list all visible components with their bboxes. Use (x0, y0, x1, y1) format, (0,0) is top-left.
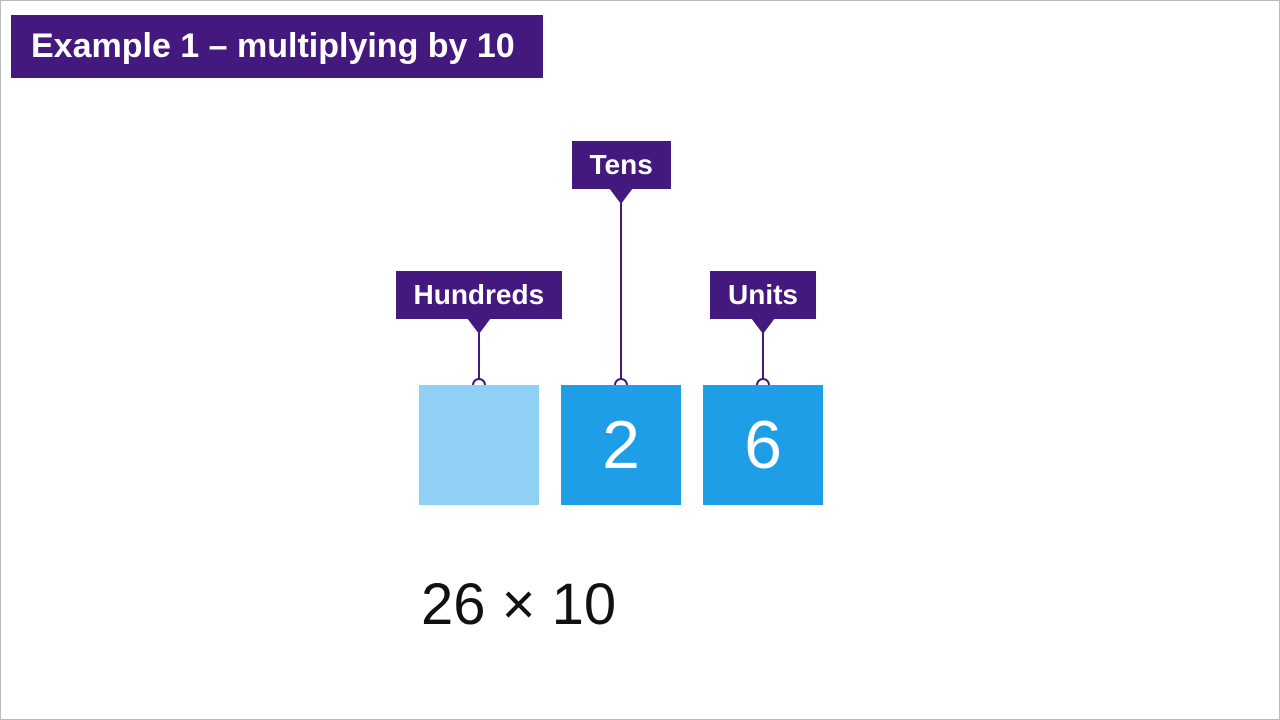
digit-box-hundreds (419, 385, 539, 505)
digit-units: 6 (744, 406, 782, 484)
title-bar: Example 1 – multiplying by 10 (11, 15, 543, 78)
pointer-tens (609, 188, 633, 204)
label-hundreds: Hundreds (396, 271, 563, 319)
label-units-text: Units (728, 279, 798, 310)
label-tens: Tens (572, 141, 671, 189)
digit-box-tens: 2 (561, 385, 681, 505)
label-units: Units (710, 271, 816, 319)
label-tens-text: Tens (590, 149, 653, 180)
digit-box-units: 6 (703, 385, 823, 505)
title-text: Example 1 – multiplying by 10 (31, 27, 515, 65)
label-hundreds-text: Hundreds (414, 279, 545, 310)
digit-tens: 2 (602, 406, 640, 484)
connector-tens (620, 203, 622, 385)
equation: 26 × 10 (421, 571, 616, 638)
equation-text: 26 × 10 (421, 572, 616, 637)
pointer-units (751, 318, 775, 334)
pointer-hundreds (467, 318, 491, 334)
